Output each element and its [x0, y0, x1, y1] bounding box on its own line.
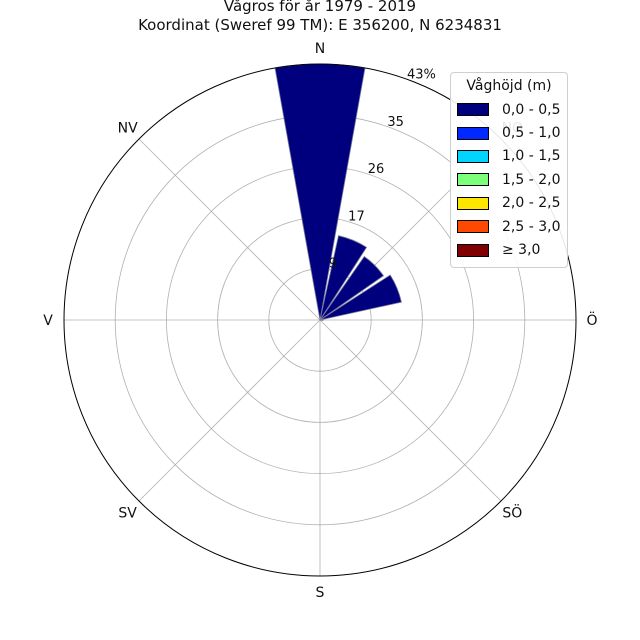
legend-label: 0,0 - 0,5	[502, 101, 561, 118]
legend-items: 0,0 - 0,5 0,5 - 1,0 1,0 - 1,5 1,5 - 2,0 2,0 …	[457, 98, 561, 262]
grid-spoke	[319, 319, 502, 502]
legend-item: 2,5 - 3,0	[457, 215, 561, 238]
rose-bar	[319, 319, 324, 321]
legend-swatch	[457, 126, 489, 140]
legend-item: 0,0 - 0,5	[457, 98, 561, 121]
direction-label: Ö	[586, 311, 597, 329]
legend-title: Våghöjd (m)	[466, 78, 552, 94]
radial-tick-label: 17	[348, 209, 365, 224]
radial-tick-label: 26	[368, 162, 385, 177]
chart-title-line1: Vågros för år 1979 - 2019	[223, 0, 417, 15]
rose-bar	[319, 255, 385, 321]
legend-label: 1,5 - 2,0	[502, 171, 561, 188]
legend-swatch	[457, 103, 489, 117]
chart-title: Vågros för år 1979 - 2019 Koordinat (Swe…	[0, 0, 640, 35]
grid-spoke	[138, 138, 321, 321]
legend-item: 1,5 - 2,0	[457, 168, 561, 191]
legend-label: 2,0 - 2,5	[502, 195, 561, 212]
legend-label: ≥ 3,0	[502, 242, 541, 259]
radial-tick-label: 35	[387, 115, 404, 130]
chart-title-line2: Koordinat (Sweref 99 TM): E 356200, N 62…	[138, 16, 502, 34]
legend-swatch	[457, 243, 489, 257]
rose-bar	[319, 235, 368, 321]
direction-label: SV	[118, 505, 137, 521]
grid-spoke	[138, 319, 321, 502]
direction-label: NV	[118, 121, 138, 137]
rose-bar	[319, 274, 402, 321]
direction-label: N	[315, 41, 325, 57]
legend-swatch	[457, 173, 489, 187]
legend-item: 0,5 - 1,0	[457, 121, 561, 144]
legend-swatch	[457, 220, 489, 234]
direction-label: S	[316, 585, 325, 601]
legend-item: 1,0 - 1,5	[457, 145, 561, 168]
legend-label: 2,5 - 3,0	[502, 218, 561, 235]
legend-item: ≥ 3,0	[457, 238, 561, 261]
outer-circle	[63, 63, 577, 577]
legend-swatch	[457, 149, 489, 163]
legend-swatch	[457, 196, 489, 210]
radial-tick-label: 43%	[407, 67, 436, 82]
direction-label: SÖ	[502, 503, 522, 521]
legend-label: 0,5 - 1,0	[502, 125, 561, 142]
direction-label: V	[43, 313, 53, 329]
radial-tick-label: 9	[329, 257, 337, 272]
legend-item: 2,0 - 2,5	[457, 192, 561, 215]
legend-label: 1,0 - 1,5	[502, 148, 561, 165]
legend: Våghöjd (m) 0,0 - 0,5 0,5 - 1,0 1,0 - 1,5 1…	[450, 72, 568, 268]
